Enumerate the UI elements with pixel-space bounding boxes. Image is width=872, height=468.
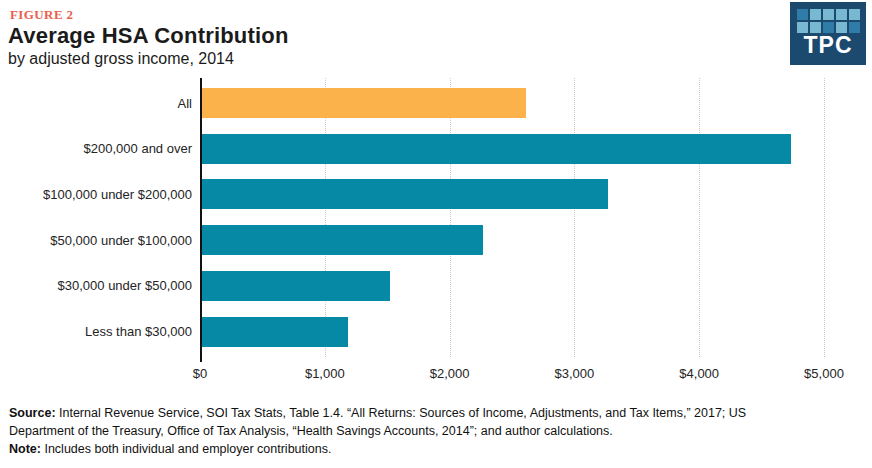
source-note: Source: Internal Revenue Service, SOI Ta… bbox=[9, 404, 769, 440]
category-label: $50,000 under $100,000 bbox=[0, 225, 192, 255]
gridline bbox=[574, 78, 575, 357]
category-label: $200,000 and over bbox=[0, 134, 192, 164]
category-label: Less than $30,000 bbox=[0, 317, 192, 347]
note-label: Note: bbox=[9, 442, 41, 456]
x-axis-tick-label: $0 bbox=[193, 366, 207, 381]
category-label: $100,000 under $200,000 bbox=[0, 179, 192, 209]
figure-card: FIGURE 2 Average HSA Contribution by adj… bbox=[0, 0, 872, 468]
methodology-note: Note: Includes both individual and emplo… bbox=[9, 440, 769, 458]
source-label: Source: bbox=[9, 406, 56, 420]
category-label: $30,000 under $50,000 bbox=[0, 271, 192, 301]
x-axis-tick-label: $1,000 bbox=[305, 366, 345, 381]
source-text: Internal Revenue Service, SOI Tax Stats,… bbox=[9, 406, 746, 438]
bar-less-than-30-000 bbox=[202, 317, 348, 347]
bar-200-000-and-over bbox=[202, 134, 791, 164]
bar-100-000-under-200-000 bbox=[202, 179, 608, 209]
x-axis-tick-label: $5,000 bbox=[804, 366, 844, 381]
gridline bbox=[450, 78, 451, 357]
x-axis-tick-label: $2,000 bbox=[430, 366, 470, 381]
hsa-bar-chart: All $200,000 and over $100,000 under $200,… bbox=[0, 0, 872, 400]
x-axis-tick-label: $4,000 bbox=[679, 366, 719, 381]
footer-notes: Source: Internal Revenue Service, SOI Ta… bbox=[9, 404, 769, 458]
gridline bbox=[699, 78, 700, 357]
bar-all bbox=[202, 88, 526, 118]
gridline bbox=[824, 78, 825, 357]
bar-50-000-under-100-000 bbox=[202, 225, 483, 255]
category-label: All bbox=[0, 88, 192, 118]
bar-30-000-under-50-000 bbox=[202, 271, 390, 301]
x-axis-tick-label: $3,000 bbox=[555, 366, 595, 381]
gridline bbox=[325, 78, 326, 357]
note-text: Includes both individual and employer co… bbox=[41, 442, 331, 456]
